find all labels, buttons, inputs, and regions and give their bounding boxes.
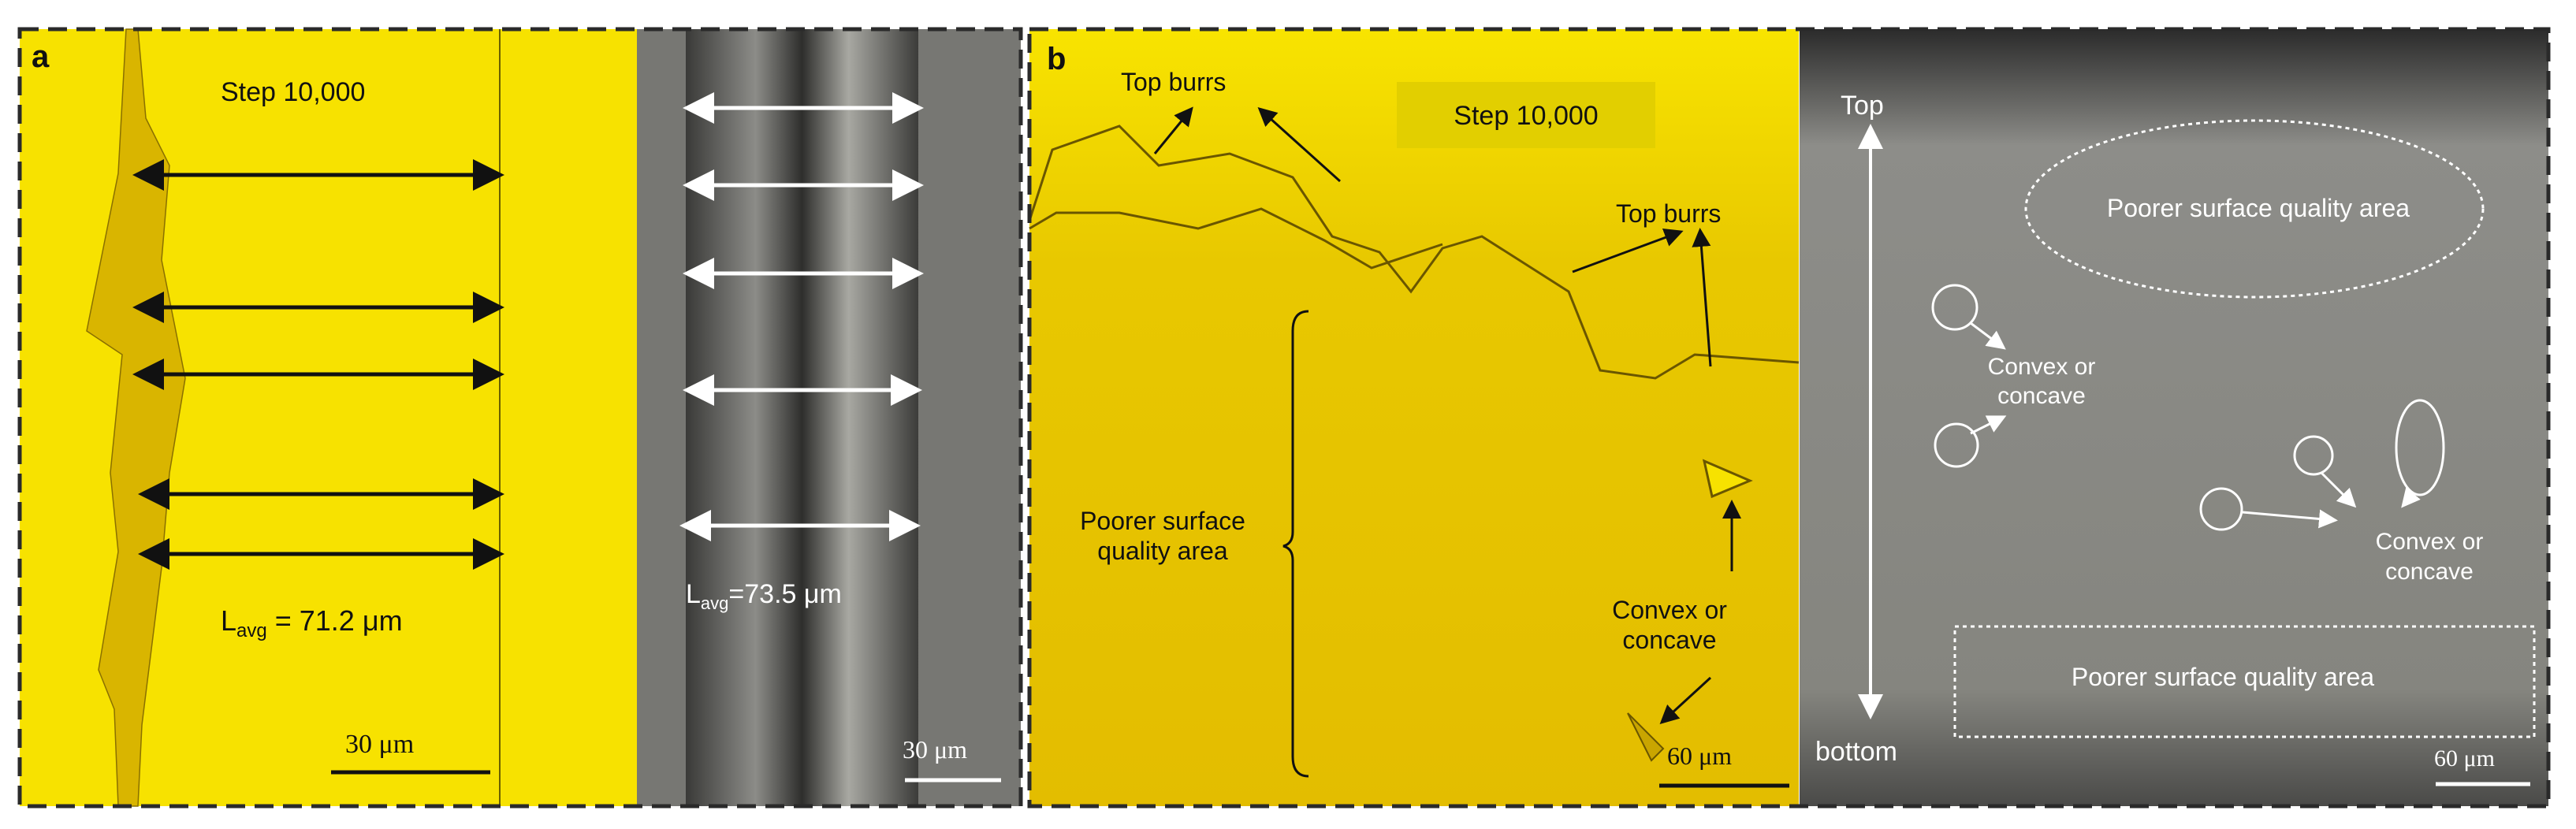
defect-circle <box>2199 487 2243 531</box>
exp-lavg-label: Lavg=73.5 μm <box>686 579 842 613</box>
simulation-image-b <box>1029 29 1799 806</box>
exp-convex-right-2: concave <box>2385 559 2474 585</box>
exp-poorer-bottom-label: Poorer surface quality area <box>2072 663 2374 691</box>
panel-b: b Top burrs Step 10,000 Top burrs Poorer… <box>1027 27 2551 809</box>
defect-markers-left <box>1931 284 2007 468</box>
region-brace <box>1282 310 1309 778</box>
defect-arrow <box>2320 471 2357 508</box>
poorer-area-rect <box>1953 625 2536 738</box>
defect-circle <box>1931 284 1979 331</box>
sim-step-title-a: Step 10,000 <box>221 77 365 107</box>
poorer-area-label-line2: quality area <box>1097 537 1228 565</box>
width-arrows-sim <box>132 159 504 570</box>
panel-label-b: b <box>1047 42 1066 76</box>
top-burrs-label-2: Top burrs <box>1616 199 1721 228</box>
exp-convex-left-1: Convex or <box>1988 354 2096 380</box>
sim-lavg-label: Lavg = 71.2 μm <box>221 604 403 641</box>
convex-label-line2: concave <box>1622 626 1716 654</box>
step-title-box <box>1397 82 1655 148</box>
convex-arrow <box>1659 676 1712 725</box>
exp-convex-right-1: Convex or <box>2376 529 2484 555</box>
width-arrows-exp <box>679 92 924 541</box>
exp-poorer-top-label: Poorer surface quality area <box>2107 194 2410 222</box>
defect-circle <box>2293 435 2334 476</box>
defect-arrow <box>1970 415 2007 435</box>
bottom-label: bottom <box>1815 737 1897 767</box>
sim-scale-label-a: 30 μm <box>345 730 414 759</box>
poorer-area-ellipse <box>2024 119 2485 299</box>
exp-scale-label-b: 60 μm <box>2434 745 2495 771</box>
burr-arrow <box>1153 106 1193 154</box>
defect-arrow <box>1970 322 2006 350</box>
defect-circle <box>1934 422 1979 468</box>
sim-scale-label-b: 60 μm <box>1667 742 1732 770</box>
micrograph-image-b <box>1800 29 2548 806</box>
kerf-region <box>686 29 918 806</box>
panel-a: a Step 10,000 Lavg = 71.2 μm 30 μm Lavg=… <box>17 27 1023 809</box>
exp-convex-left-2: concave <box>1997 383 2086 409</box>
burr-outline <box>1028 125 1800 380</box>
burr-arrow <box>1692 228 1712 367</box>
defect-markers-right <box>2199 399 2445 531</box>
exp-scale-label-a: 30 μm <box>903 735 967 764</box>
burr-lower-edge <box>1029 207 1443 270</box>
poorer-area-label-line1: Poorer surface <box>1080 507 1245 535</box>
top-label: Top <box>1841 91 1884 121</box>
surface-defect-small <box>1627 712 1665 762</box>
convex-label-line1: Convex or <box>1612 596 1727 624</box>
top-burrs-label-1: Top burrs <box>1121 68 1226 96</box>
burr-arrow <box>1572 228 1684 273</box>
panel-a-border <box>17 27 1023 809</box>
panel-label-a: a <box>32 39 50 74</box>
burr-arrow <box>1257 106 1342 183</box>
defect-arrow <box>2242 509 2338 529</box>
panel-b-border <box>1027 27 2551 809</box>
defect-arrow <box>2401 487 2421 508</box>
surface-defect-triangle <box>1702 459 1753 499</box>
sim-step-title-b: Step 10,000 <box>1454 101 1598 131</box>
